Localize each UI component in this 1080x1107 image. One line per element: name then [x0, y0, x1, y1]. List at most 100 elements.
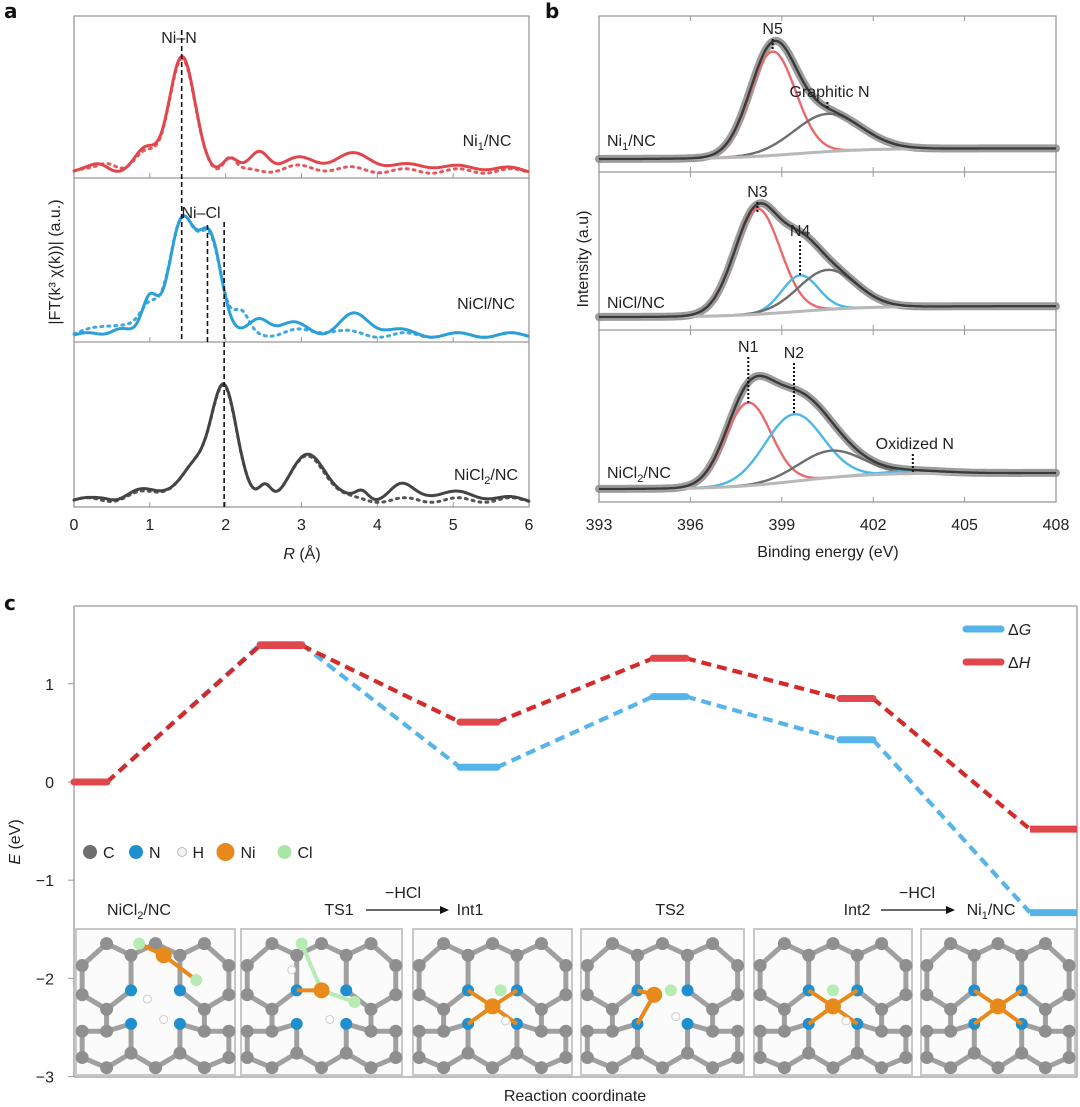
carbon-atom: [412, 1024, 426, 1038]
reaction-arrow-1-head: [440, 906, 449, 914]
nickel-atom: [155, 947, 172, 964]
carbon-atom: [605, 1002, 619, 1016]
carbon-atom: [197, 1061, 211, 1075]
carbon-atom: [1062, 1024, 1076, 1038]
fit-envelope-2: [599, 374, 1056, 491]
carbon-atom: [1038, 1002, 1052, 1016]
panel-b-xps: 393 396 399 402 405 408 N5 Graphitic N N3 N4 N1 N2…: [575, 15, 1069, 561]
carbon-atom: [559, 1024, 573, 1038]
carbon-atom: [580, 1024, 594, 1038]
carbon-atom: [461, 948, 475, 962]
connector-g-1: [300, 642, 462, 769]
carbon-atom: [339, 948, 353, 962]
chlorine-atom: [348, 996, 361, 1008]
carbon-atom: [412, 959, 426, 972]
carbon-atom: [580, 1050, 594, 1064]
panel-b-frame: [598, 15, 1057, 503]
carbon-atom: [559, 959, 573, 972]
carbon-atom: [605, 937, 619, 951]
legend-label-dg: ΔG: [1008, 622, 1031, 639]
carbon-atom: [149, 1061, 162, 1075]
atom-legend: C N H Ni Cl: [83, 843, 313, 862]
panel-b-x-axis-label: Binding energy (eV): [757, 544, 898, 561]
carbon-atom: [875, 937, 889, 951]
carbon-atom: [389, 988, 403, 1002]
carbon-atom: [364, 1061, 378, 1075]
carbon-atom: [265, 1061, 279, 1075]
chlorine-atom: [494, 984, 507, 997]
carbon-atom: [100, 1024, 114, 1038]
atom-legend-h-label: H: [193, 845, 205, 862]
nitrogen-atom: [173, 1017, 186, 1030]
carbon-atom: [412, 988, 426, 1002]
panel-c-y-axis-label: E (eV): [7, 819, 24, 864]
carbon-atom: [197, 1002, 211, 1016]
panel-c-series: [70, 641, 1077, 917]
carbon-atom: [630, 948, 644, 962]
sample-label-nicl2-nc-a: NiCl2/NC: [454, 467, 518, 487]
carbon-atom: [802, 1046, 816, 1060]
panel-label-b: b: [545, 0, 559, 23]
sample-label-ni1-nc-a: Ni1/NC: [463, 133, 512, 153]
carbon-atom: [920, 988, 934, 1002]
carbon-atom: [100, 1061, 114, 1075]
x-tick-label: 4: [373, 517, 382, 534]
carbon-atom: [681, 948, 695, 962]
legend-label-dh: ΔH: [1008, 655, 1031, 672]
annotation-ni-cl: Ni–Cl: [181, 205, 220, 222]
structure-ni1-nc: [920, 928, 1076, 1076]
carbon-atom: [510, 1046, 524, 1060]
carbon-atom: [197, 937, 211, 951]
carbon-atom: [75, 1050, 89, 1064]
annotation-n2: N2: [784, 345, 805, 362]
carbon-atom: [364, 937, 378, 951]
carbon-atom: [1062, 959, 1076, 972]
x-tick-label: 2: [221, 517, 230, 534]
carbon-atom: [753, 1024, 767, 1038]
structure-ts1: [240, 928, 403, 1076]
carbon-atom: [290, 948, 304, 962]
carbon-atom: [389, 1050, 403, 1064]
carbon-atom: [706, 1002, 720, 1016]
carbon-atom: [559, 1050, 573, 1064]
carbon-atom: [437, 937, 451, 951]
chlorine-atom: [295, 937, 308, 950]
annotation-n1: N1: [738, 339, 759, 356]
carbon-atom: [534, 1061, 548, 1075]
carbon-atom: [222, 1024, 236, 1038]
connector-h-3: [685, 656, 841, 701]
carbon-atom: [364, 1024, 378, 1038]
step-label-minus-hcl-1: −HCl: [385, 885, 421, 902]
hydrogen-atom: [325, 1015, 335, 1025]
panel-a-exafs: 0 1 2 3 4 5 6 Ni–N Ni–Cl Ni1/NC NiCl/NC NiCl2/…: [47, 15, 534, 563]
carbon-atom: [706, 1024, 720, 1038]
carbon-atom: [534, 937, 548, 951]
carbon-atom: [124, 1046, 138, 1060]
nitrogen-atom: [173, 984, 186, 997]
structure-int1: [412, 928, 573, 1076]
atom-legend-ni-label: Ni: [241, 845, 256, 862]
panel-a-x-axis-label: R (Å): [283, 544, 320, 563]
carbon-atom: [656, 937, 669, 951]
hydrogen-atom: [159, 1015, 169, 1025]
carbon-atom: [75, 1024, 89, 1038]
structure-nicl2-nc: [75, 928, 236, 1076]
carbon-atom: [826, 1061, 840, 1075]
hydrogen-atom: [671, 1012, 681, 1022]
chlorine-atom: [190, 974, 203, 987]
structure-int2: [753, 928, 913, 1076]
panel-c-energy-profile: 1 0 −1 −2 −3 ΔG ΔH C N H Ni Cl NiCl2/NC TS1 −HCl…: [7, 605, 1078, 1105]
nickel-atom: [313, 982, 330, 999]
atom-legend-cl-label: Cl: [298, 845, 313, 862]
nickel-atom: [646, 986, 663, 1003]
x-tick-label: 5: [449, 517, 458, 534]
carbon-atom: [731, 1050, 745, 1064]
nitrogen-atom: [125, 1017, 138, 1030]
connector-h-4: [871, 696, 1032, 831]
carbon-atom: [850, 1046, 864, 1060]
carbon-atom: [124, 948, 138, 962]
step-label-minus-hcl-2: −HCl: [899, 885, 935, 902]
sample-label-nicl2-nc-b: NiCl2/NC: [607, 465, 671, 485]
carbon-atom: [580, 959, 594, 972]
